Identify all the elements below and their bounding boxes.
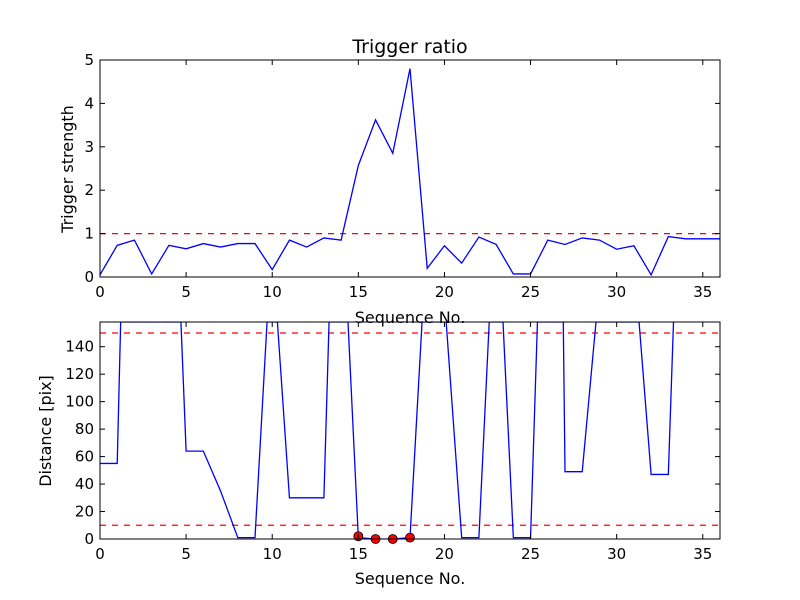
x-tick-label: 10	[263, 283, 282, 301]
x-tick-label: 0	[95, 283, 105, 301]
x-tick-label: 15	[349, 283, 368, 301]
series-line	[100, 322, 675, 539]
x-axis-label: Sequence No.	[355, 308, 466, 327]
chart-title: Trigger ratio	[351, 36, 467, 58]
y-tick-label: 80	[75, 420, 94, 438]
x-tick-label: 25	[521, 545, 540, 563]
y-tick-label: 1	[84, 225, 94, 243]
y-tick-label: 4	[84, 94, 94, 112]
plot-area: 0 5 10 15 20 25 30 35 0 1 2 3 4 5	[84, 51, 721, 301]
x-tick-label: 20	[435, 283, 454, 301]
x-tick-label: 25	[521, 283, 540, 301]
y-tick-label: 3	[84, 138, 94, 156]
y-tick-label: 140	[65, 338, 94, 356]
y-tick-label: 0	[84, 530, 94, 548]
x-tick-label: 10	[263, 545, 282, 563]
x-axis-label: Sequence No.	[355, 569, 466, 588]
series-line	[100, 68, 720, 277]
x-tick-label: 15	[349, 545, 368, 563]
x-tick-label: 20	[435, 545, 454, 563]
x-tick-label: 0	[95, 545, 105, 563]
trigger-ratio-chart: Trigger ratio 0 5 10 15 20 25 30 35 0 1 2 3 4 5 Seque…	[58, 36, 721, 327]
axes-frame	[99, 59, 721, 278]
x-tick-label: 5	[181, 283, 191, 301]
x-tick-label: 35	[693, 545, 712, 563]
data-point-marker	[405, 532, 415, 543]
x-tick-label: 30	[607, 545, 626, 563]
x-tick-label: 30	[607, 283, 626, 301]
axes-frame	[99, 321, 721, 540]
y-tick-label: 100	[65, 393, 94, 411]
y-tick-label: 20	[75, 503, 94, 521]
plot-area: 0 5 10 15 20 25 30 35 0 20 40 60 80 100 120 140	[65, 321, 721, 563]
y-tick-label: 5	[84, 51, 94, 69]
y-tick-label: 120	[65, 365, 94, 383]
y-axis-label: Distance [pix]	[36, 375, 55, 487]
x-tick-label: 35	[693, 283, 712, 301]
y-tick-label: 60	[75, 448, 94, 466]
y-axis-label: Trigger strength	[58, 105, 77, 234]
y-tick-label: 0	[84, 268, 94, 286]
y-tick-label: 40	[75, 475, 94, 493]
y-tick-label: 2	[84, 181, 94, 199]
x-tick-label: 5	[181, 545, 191, 563]
distance-chart: 0 5 10 15 20 25 30 35 0 20 40 60 80 100 120 140 Sequenc…	[36, 321, 721, 588]
